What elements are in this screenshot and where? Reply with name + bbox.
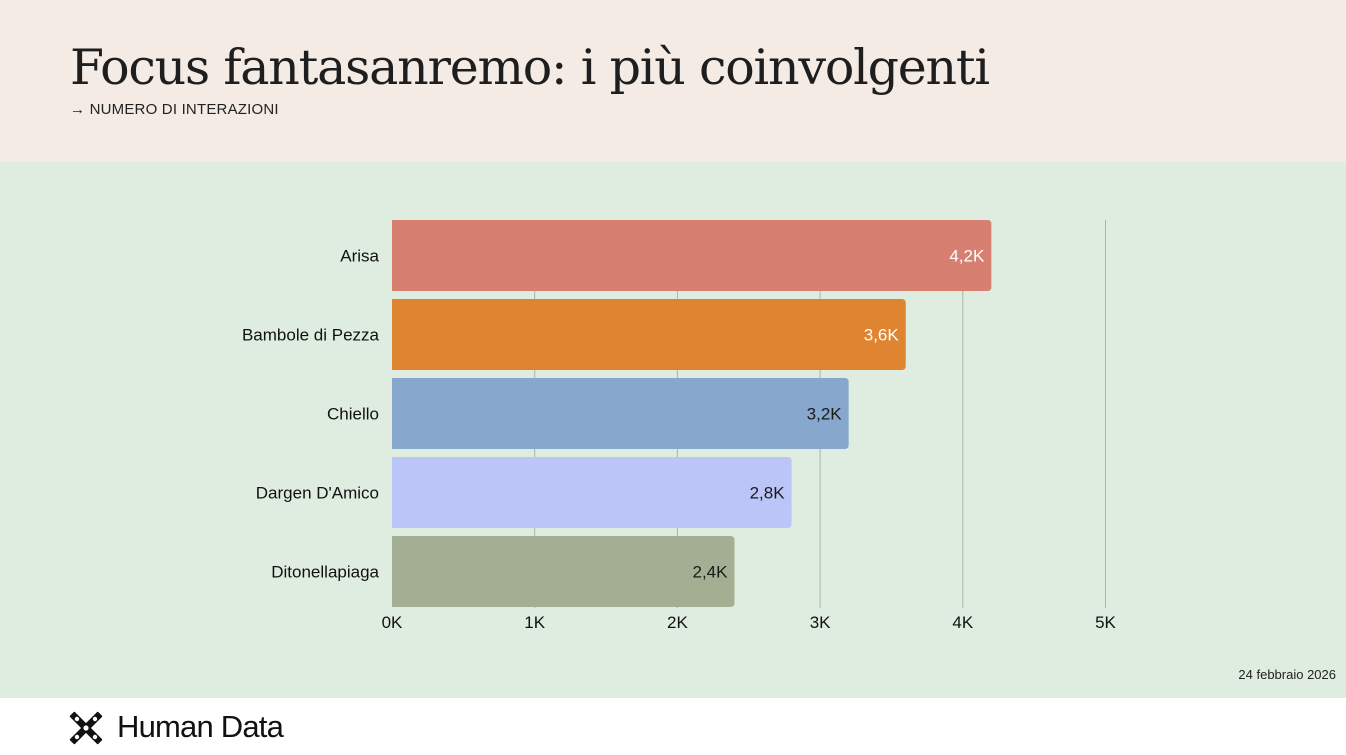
- x-tick-label: 0K: [382, 613, 403, 632]
- human-data-logo-icon: [69, 711, 103, 745]
- data-label: 3,2K: [807, 405, 843, 424]
- x-tick-label: 1K: [524, 613, 545, 632]
- footer: Human Data: [0, 698, 1346, 755]
- category-label: Arisa: [340, 247, 379, 266]
- data-label: 2,8K: [750, 484, 786, 503]
- bar: [392, 299, 906, 370]
- header: Focus fantasanremo: i più coinvolgenti →…: [0, 0, 1346, 162]
- data-label: 4,2K: [949, 247, 985, 266]
- chart-area: Arisa 4,2K Bambole di Pezza 3,6K Chiello 3,2K…: [0, 162, 1346, 698]
- category-label: Dargen D'Amico: [256, 484, 379, 503]
- category-label: Bambole di Pezza: [242, 326, 380, 345]
- bar-chart: Arisa 4,2K Bambole di Pezza 3,6K Chiello 3,2K…: [242, 220, 1117, 632]
- data-label: 3,6K: [864, 326, 900, 345]
- page-subtitle: → NUMERO DI INTERAZIONI: [70, 101, 279, 118]
- data-label: 2,4K: [692, 563, 728, 582]
- bar: [392, 536, 735, 607]
- x-tick-label: 4K: [952, 613, 973, 632]
- logo-text: Human Data: [117, 709, 284, 744]
- x-tick-label: 5K: [1095, 613, 1116, 632]
- x-tick-label: 2K: [667, 613, 688, 632]
- category-label: Ditonellapiaga: [271, 563, 379, 582]
- page-title: Focus fantasanremo: i più coinvolgenti: [70, 39, 990, 96]
- date-label: 24 febbraio 2026: [1238, 667, 1336, 682]
- x-tick-label: 3K: [810, 613, 831, 632]
- category-label: Chiello: [327, 405, 379, 424]
- bar: [392, 457, 792, 528]
- bar: [392, 220, 992, 291]
- bar: [392, 378, 849, 449]
